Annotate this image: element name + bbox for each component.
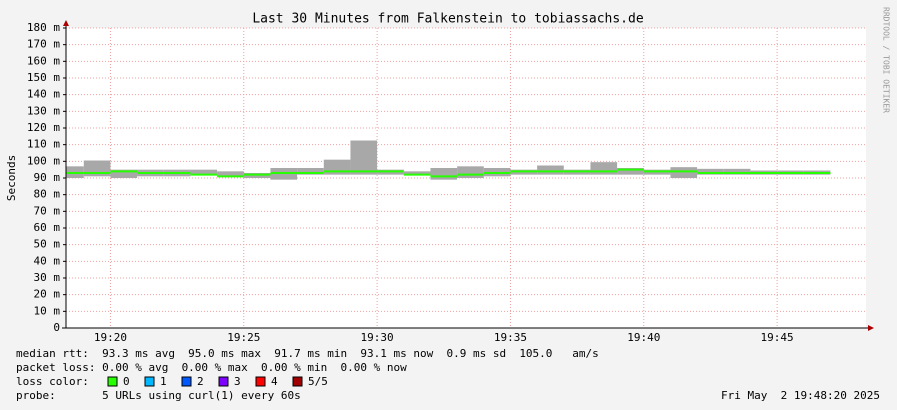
axis-arrow	[868, 325, 874, 331]
smoke-band	[697, 168, 724, 175]
x-tick-label: 19:25	[227, 331, 260, 344]
smoke-band	[723, 168, 751, 175]
y-tick-label: 110 m	[27, 138, 60, 151]
smoke-band	[537, 165, 564, 175]
legend-swatch	[255, 376, 266, 387]
y-tick-label: 140 m	[27, 88, 60, 101]
y-tick-label: 60 m	[34, 221, 61, 234]
y-tick-label: 160 m	[27, 54, 60, 67]
legend-label: 2	[197, 375, 204, 388]
y-tick-label: 90 m	[34, 171, 61, 184]
legend-swatch	[107, 376, 118, 387]
smoke-band	[457, 166, 484, 178]
y-tick-label: 0	[53, 321, 60, 334]
y-tick-label: 130 m	[27, 104, 60, 117]
y-tick-label: 150 m	[27, 71, 60, 84]
smoke-band	[190, 169, 218, 175]
grid: 0 10 m 20 m 30 m 40 m 50 m 60 m 70 m 80 m 90 m 100…	[27, 21, 866, 344]
smoke-band	[617, 168, 644, 175]
legend: 0 1 2 3 4 5/5	[107, 375, 328, 388]
marks	[66, 140, 831, 180]
legend-swatch	[144, 376, 155, 387]
chart-title: Last 30 Minutes from Falkenstein to tobi…	[252, 12, 644, 27]
x-tick-label: 19:30	[361, 331, 394, 344]
smoke-band	[110, 169, 138, 178]
axis-arrow	[63, 20, 69, 26]
stats-line: packet loss: 0.00 % avg 0.00 % max 0.00 …	[16, 361, 407, 374]
y-tick-label: 120 m	[27, 121, 60, 134]
smoke-band	[217, 171, 244, 177]
timestamp: Fri May 2 19:48:20 2025	[721, 389, 880, 402]
y-tick-label: 10 m	[34, 304, 61, 317]
x-tick-label: 19:40	[627, 331, 660, 344]
x-tick-label: 19:35	[494, 331, 527, 344]
smoke-band	[670, 167, 698, 178]
smoke-band	[590, 162, 618, 175]
legend-label: 0	[123, 375, 130, 388]
legend-swatch	[292, 376, 303, 387]
smoke-band	[350, 140, 378, 175]
legend-swatch	[181, 376, 192, 387]
y-tick-label: 40 m	[34, 254, 61, 267]
y-tick-label: 180 m	[27, 21, 60, 34]
stats-line: median rtt: 93.3 ms avg 95.0 ms max 91.7…	[16, 347, 599, 360]
y-tick-label: 170 m	[27, 38, 60, 51]
legend-label: 1	[160, 375, 167, 388]
x-tick-label: 19:20	[94, 331, 127, 344]
watermark: RRDTOOL / TOBI OETIKER	[882, 7, 891, 113]
smoke-band	[430, 168, 458, 180]
smoke-band	[297, 168, 324, 175]
x-tick-label: 19:45	[761, 331, 794, 344]
smoke-band	[403, 171, 431, 175]
legend-label: 5/5	[308, 375, 328, 388]
stats-line: probe: 5 URLs using curl(1) every 60s	[16, 389, 301, 402]
legend-label: 3	[234, 375, 241, 388]
y-tick-label: 100 m	[27, 154, 60, 167]
legend-label: 4	[271, 375, 278, 388]
y-tick-label: 80 m	[34, 188, 61, 201]
stats-line: loss color:	[16, 375, 89, 388]
y-tick-label: 20 m	[34, 288, 61, 301]
y-tick-label: 70 m	[34, 204, 61, 217]
y-tick-label: 50 m	[34, 238, 61, 251]
y-tick-label: 30 m	[34, 271, 61, 284]
y-axis-label: Seconds	[5, 155, 18, 201]
legend-swatch	[218, 376, 229, 387]
smoke-band	[323, 159, 351, 175]
